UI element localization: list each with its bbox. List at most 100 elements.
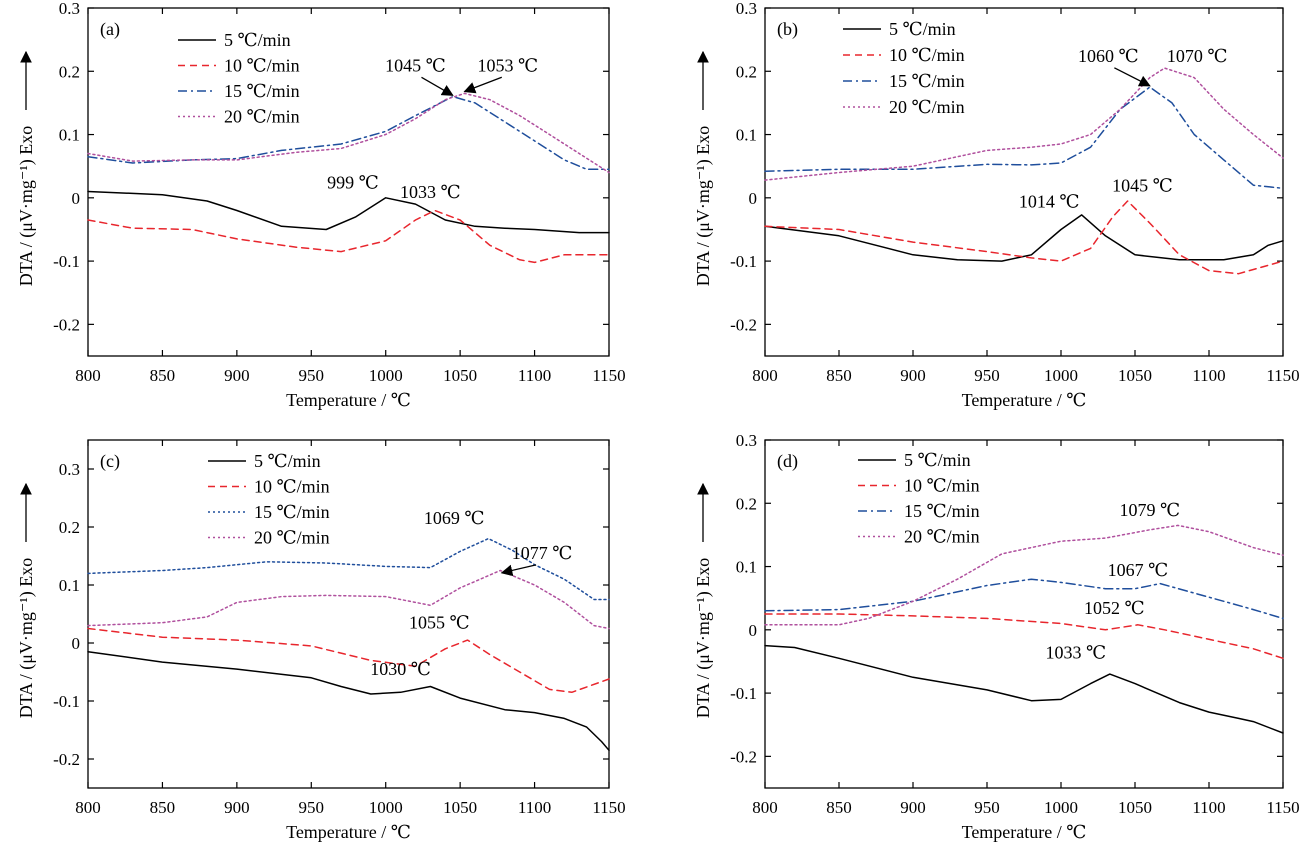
y-tick-label: 0.3 [736, 0, 757, 18]
x-tick-label: 1050 [1118, 366, 1152, 385]
series-line-10 [87, 209, 610, 264]
x-tick-label: 1100 [1192, 798, 1225, 817]
annotation-arrow [463, 76, 503, 94]
x-tick-label: 1150 [592, 798, 625, 817]
x-tick-label: 1050 [443, 366, 477, 385]
y-axis-label: DTA / (μV·mg⁻¹) Exo [16, 558, 37, 719]
series-line-15 [87, 95, 610, 171]
x-tick-label: 850 [826, 366, 852, 385]
y-tick-label: 0.2 [59, 518, 80, 537]
series-line-5 [764, 644, 1284, 734]
peak-annotation: 1045 ℃ [385, 55, 446, 75]
x-tick-label: 900 [900, 798, 926, 817]
x-tick-label: 1100 [518, 798, 551, 817]
x-tick-label: 900 [224, 798, 250, 817]
legend-label-5: 5 ℃/min [889, 19, 956, 39]
y-tick-label: 0.1 [59, 126, 80, 145]
peak-annotation: 999 ℃ [327, 172, 379, 192]
plot-frame [87, 439, 610, 789]
series-line-15 [764, 86, 1284, 190]
legend-label-15: 15 ℃/min [904, 501, 980, 521]
x-tick-label: 850 [150, 798, 176, 817]
panel-b: 800 850 900 950 1000 1050 1100 1150 -0.2 -0.1 0 0.1… [693, 0, 1300, 410]
x-tick-label: 800 [752, 798, 778, 817]
x-tick-label: 850 [826, 798, 852, 817]
y-tick-label: -0.2 [53, 750, 80, 769]
x-tick-label: 1000 [1044, 798, 1078, 817]
peak-annotation: 1045 ℃ [1112, 175, 1173, 195]
x-tick-label: 1050 [443, 798, 477, 817]
x-tick-label: 800 [752, 366, 778, 385]
x-tick-label: 900 [224, 366, 250, 385]
series-line-10 [764, 613, 1284, 660]
peak-annotation: 1067 ℃ [1108, 560, 1169, 580]
y-tick-label: 0 [72, 189, 81, 208]
peak-annotation: 1079 ℃ [1119, 500, 1180, 520]
y-tick-label: 0.1 [59, 576, 80, 595]
y-tick-label: 0.2 [59, 62, 80, 81]
legend-label-10: 10 ℃/min [224, 56, 300, 76]
x-tick-label: 950 [974, 366, 1000, 385]
series-line-5 [764, 214, 1284, 262]
y-tick-label: 0.1 [736, 126, 757, 145]
y-tick-label: -0.2 [53, 315, 80, 334]
annotation-arrow [1114, 67, 1151, 87]
legend-label-10: 10 ℃/min [889, 45, 965, 65]
legend-label-5: 5 ℃/min [904, 450, 971, 470]
y-tick-label: 0 [749, 189, 758, 208]
x-tick-label: 850 [150, 366, 176, 385]
panel-label: (b) [777, 19, 798, 40]
x-tick-label: 1000 [369, 366, 403, 385]
x-tick-label: 800 [75, 366, 101, 385]
peak-annotation: 1053 ℃ [477, 55, 538, 75]
peak-annotation: 1033 ℃ [1045, 642, 1106, 662]
series-line-15 [764, 578, 1284, 620]
series-line-20 [87, 92, 610, 174]
x-axis-label: Temperature / ℃ [286, 390, 411, 410]
legend-label-10: 10 ℃/min [904, 476, 980, 496]
panel-label: (a) [100, 19, 120, 40]
legend-label-15: 15 ℃/min [889, 71, 965, 91]
legend-label-5: 5 ℃/min [254, 451, 321, 471]
legend-label-20: 20 ℃/min [904, 527, 980, 547]
y-tick-label: -0.1 [730, 684, 757, 703]
peak-annotation: 1030 ℃ [370, 659, 431, 679]
peak-annotation: 1014 ℃ [1019, 191, 1080, 211]
x-axis-label: Temperature / ℃ [962, 390, 1087, 410]
x-tick-label: 1150 [592, 366, 625, 385]
y-tick-label: 0.2 [736, 494, 757, 513]
y-tick-label: -0.1 [730, 252, 757, 271]
panel-label: (d) [777, 451, 798, 472]
x-tick-label: 1000 [1044, 366, 1078, 385]
x-tick-label: 950 [974, 798, 1000, 817]
x-tick-label: 1100 [518, 366, 551, 385]
legend-label-5: 5 ℃/min [224, 30, 291, 50]
panel-c: 800 850 900 950 1000 1050 1100 1150 -0.2 -0.1 0 0.1… [16, 439, 626, 842]
panel-d: 800 850 900 950 1000 1050 1100 1150 -0.2 -0.1 0 0.1… [693, 431, 1300, 842]
x-tick-label: 1150 [1266, 366, 1299, 385]
y-tick-label: 0.2 [736, 62, 757, 81]
series-line-10 [764, 200, 1284, 275]
x-axis-label: Temperature / ℃ [962, 822, 1087, 842]
legend-label-20: 20 ℃/min [254, 528, 330, 548]
x-tick-label: 1100 [1192, 366, 1225, 385]
y-tick-label: -0.1 [53, 692, 80, 711]
x-tick-label: 1000 [369, 798, 403, 817]
x-tick-label: 950 [299, 366, 325, 385]
y-tick-label: 0.3 [59, 0, 80, 18]
y-tick-label: -0.1 [53, 252, 80, 271]
y-tick-label: 0.3 [736, 431, 757, 450]
y-axis-label: DTA / (μV·mg⁻¹) Exo [16, 126, 37, 287]
series-line-20 [764, 524, 1284, 626]
legend-label-10: 10 ℃/min [254, 477, 330, 497]
peak-annotation: 1055 ℃ [409, 613, 470, 633]
series-line-10 [87, 627, 610, 694]
x-tick-label: 950 [299, 798, 325, 817]
peak-annotation: 1052 ℃ [1084, 598, 1145, 618]
series-line-20 [87, 569, 610, 630]
series-line-15 [87, 537, 610, 601]
y-axis-label: DTA / (μV·mg⁻¹) Exo [693, 126, 714, 287]
peak-annotation: 1070 ℃ [1167, 46, 1228, 66]
series-line-5 [87, 650, 610, 752]
series-line-20 [764, 67, 1284, 181]
